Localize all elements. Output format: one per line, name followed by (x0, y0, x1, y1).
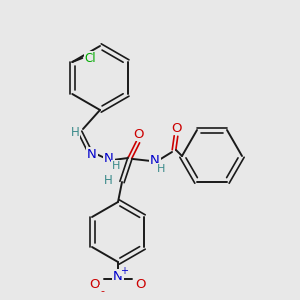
Text: N: N (113, 269, 123, 283)
Text: O: O (134, 128, 144, 140)
Text: H: H (112, 161, 120, 171)
Text: O: O (136, 278, 146, 290)
Text: O: O (90, 278, 100, 290)
Text: N: N (150, 154, 160, 166)
Text: H: H (157, 164, 165, 174)
Text: +: + (120, 266, 128, 276)
Text: H: H (70, 125, 80, 139)
Text: N: N (87, 148, 97, 160)
Text: -: - (100, 286, 104, 296)
Text: O: O (172, 122, 182, 134)
Text: H: H (103, 173, 112, 187)
Text: N: N (104, 152, 114, 164)
Text: Cl: Cl (85, 52, 96, 64)
